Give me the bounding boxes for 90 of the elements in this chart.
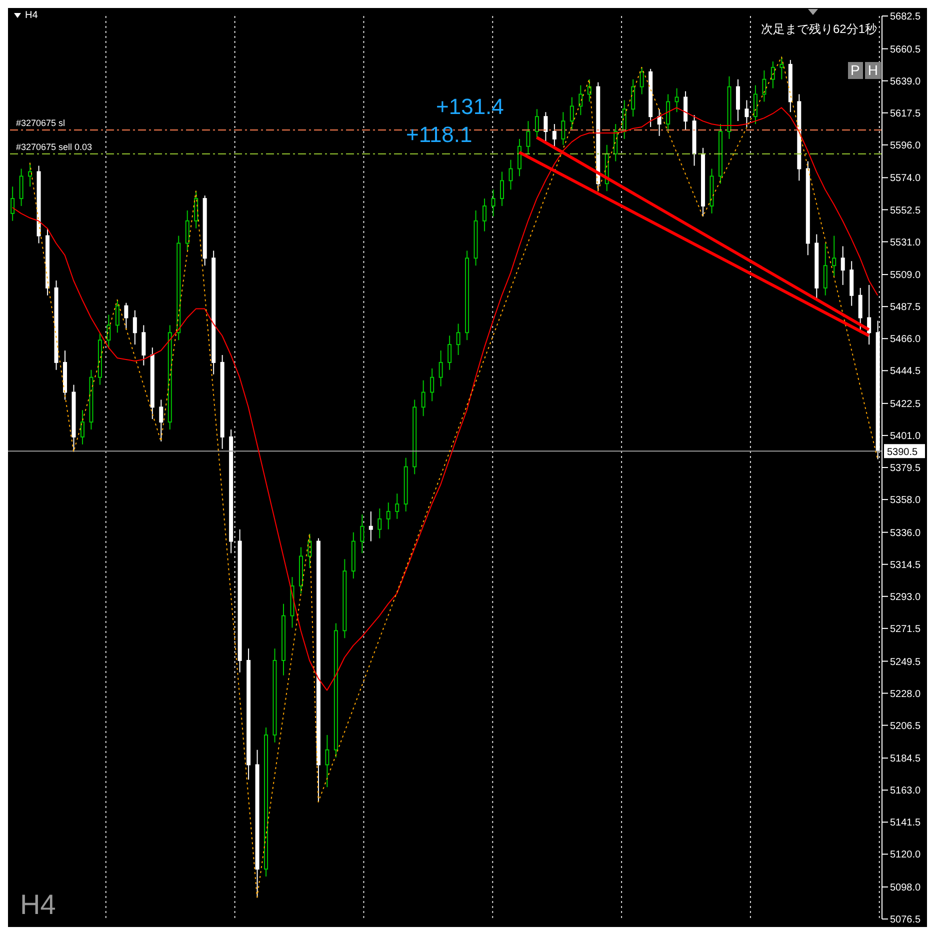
candlestick <box>544 112 548 142</box>
chart-title: H4 <box>25 10 38 21</box>
candlestick <box>508 159 513 190</box>
y-tick-label: 5466.0 <box>890 334 922 346</box>
candlestick <box>500 171 504 206</box>
ref-line-label: 5390.5 <box>887 447 918 458</box>
y-tick-label: 5617.5 <box>890 108 922 120</box>
candlestick <box>185 210 190 252</box>
candlestick <box>368 510 373 542</box>
candlestick <box>28 162 32 188</box>
candlestick <box>534 108 539 140</box>
candlestick <box>482 198 487 232</box>
candlestick <box>421 380 426 417</box>
y-tick-label: 5141.5 <box>890 818 922 829</box>
ref-line-label: #3270675 sell 0.03 <box>16 142 92 152</box>
y-tick-label: 5120.0 <box>890 850 922 861</box>
candlestick <box>561 112 566 146</box>
y-tick-label: 5422.5 <box>890 398 922 410</box>
candlestick <box>132 310 137 346</box>
annotation: 次足まで残り62分1秒 <box>760 21 877 38</box>
candlestick <box>106 314 111 348</box>
y-tick-label: 5552.5 <box>890 205 922 216</box>
candlestick <box>666 94 670 132</box>
candlestick <box>124 302 128 330</box>
y-tick-label: 5076.5 <box>890 914 922 926</box>
candlestick <box>552 124 556 148</box>
y-tick-label: 5358.0 <box>890 495 922 506</box>
candlestick <box>142 324 146 366</box>
candlestick <box>867 284 872 346</box>
y-tick-label: 5639.0 <box>890 76 922 88</box>
y-tick-label: 5336.0 <box>890 528 922 539</box>
candlestick <box>10 186 15 222</box>
candlestick <box>115 299 120 334</box>
candlestick <box>640 66 644 95</box>
y-tick-label: 5509.0 <box>890 270 922 282</box>
candlestick <box>360 514 364 554</box>
candlestick <box>674 88 679 113</box>
candlestick <box>159 399 164 442</box>
candlestick <box>614 124 618 162</box>
ref-line-label: #3270675 sl <box>16 118 66 128</box>
y-tick-label: 5596.0 <box>890 140 922 152</box>
y-tick-label: 5682.5 <box>890 12 922 23</box>
candlestick <box>438 350 443 387</box>
y-tick-label: 5379.5 <box>890 463 922 474</box>
y-tick-label: 5184.5 <box>890 754 922 765</box>
candlestick <box>770 60 775 89</box>
candlestick <box>823 242 828 296</box>
annotation: P <box>848 62 863 79</box>
candlestick <box>736 78 740 122</box>
candlestick <box>448 335 452 370</box>
y-tick-label: 5163.0 <box>890 786 922 797</box>
candlestick <box>386 502 390 530</box>
candlestick <box>517 138 522 177</box>
candlestick <box>80 410 84 445</box>
candlestick <box>194 190 198 229</box>
y-tick-label: 5574.0 <box>890 173 922 184</box>
y-tick-label: 5531.0 <box>890 237 922 248</box>
candlestick <box>378 508 382 539</box>
y-tick-label: 5293.0 <box>890 592 922 603</box>
y-tick-label: 5228.0 <box>890 688 922 700</box>
y-tick-label: 5487.5 <box>890 302 922 314</box>
candlestick <box>570 96 574 130</box>
annotation: H <box>864 62 881 79</box>
y-tick-label: 5314.5 <box>890 560 922 571</box>
candlestick <box>526 120 530 154</box>
candlestick <box>840 246 845 286</box>
candlestick <box>753 84 758 125</box>
candlestick <box>491 189 496 217</box>
candlestick <box>744 100 749 128</box>
text: H4 <box>20 889 56 921</box>
candlestick <box>456 323 460 356</box>
candlestick <box>657 108 662 136</box>
candlestick <box>578 84 583 116</box>
y-tick-label: 5444.5 <box>890 366 922 378</box>
y-tick-label: 5271.5 <box>890 624 922 635</box>
y-tick-label: 5401.0 <box>890 431 922 442</box>
y-tick-label: 5249.5 <box>890 656 922 668</box>
y-tick-label: 5098.0 <box>890 882 922 894</box>
candlestick <box>762 70 766 102</box>
candlestick <box>631 78 636 118</box>
annotation: +131.4 <box>436 94 504 120</box>
candlestick <box>832 235 836 277</box>
candlestick <box>19 168 24 206</box>
y-tick-label: 5660.5 <box>890 44 922 56</box>
candlestick <box>684 90 688 130</box>
candlestick <box>780 56 784 80</box>
candlestick <box>325 734 330 788</box>
candlestick <box>395 493 400 520</box>
candlestick <box>430 368 434 402</box>
y-tick-label: 5206.5 <box>890 720 922 732</box>
